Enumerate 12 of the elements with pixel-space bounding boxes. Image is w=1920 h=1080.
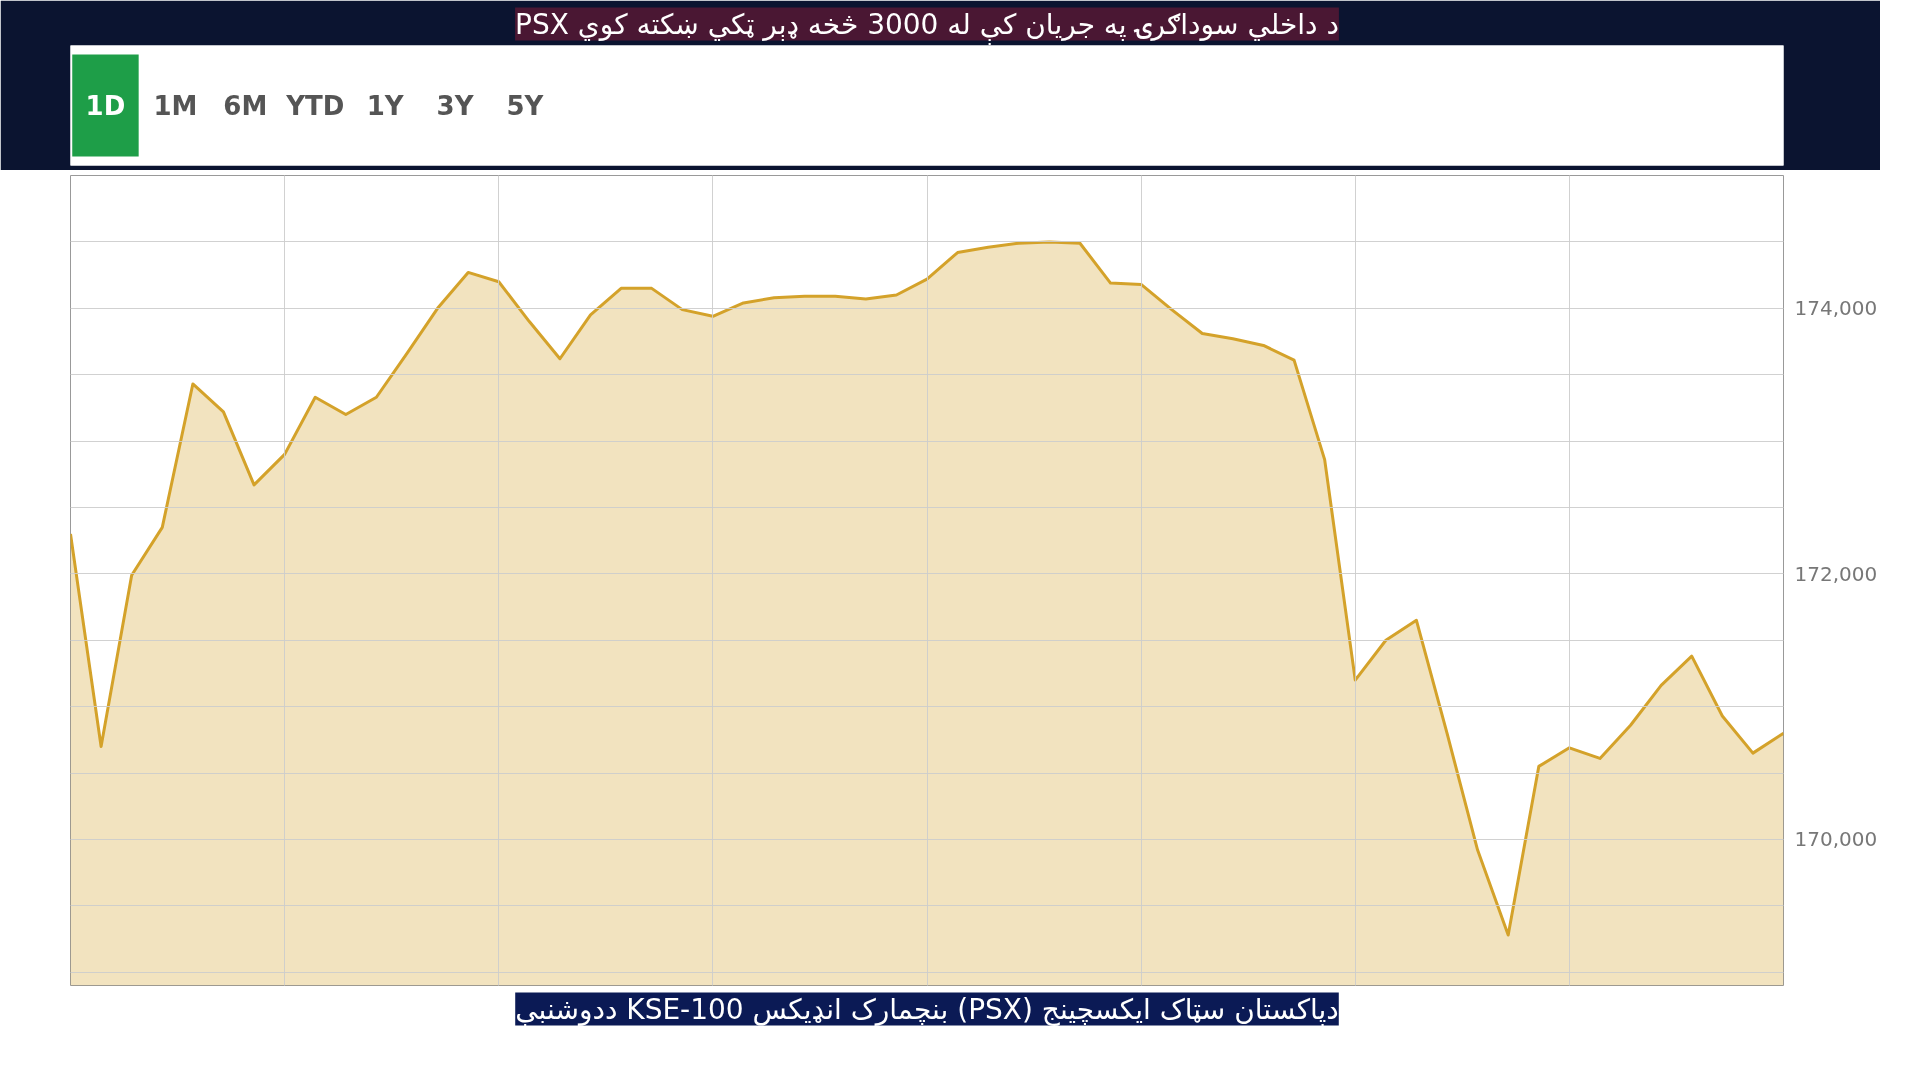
text: YTD <box>285 90 345 121</box>
text: 5Y <box>506 90 545 121</box>
text: 3Y <box>436 90 475 121</box>
chart-title: PSX د داخلي سوداګرۍ په جریان کې له 3000 څخه ډېر ټکي ښکته کوي <box>515 7 1339 45</box>
text: ددوشنبې KSE-100 بنچمارک انډیکس (PSX) دپاکستان سټاک ایکسچینج <box>515 992 1339 1030</box>
y-tick-label: 172,000 <box>1794 561 1878 586</box>
y-tick-label: 174,000 <box>1794 296 1878 321</box>
text: 1M <box>153 90 198 121</box>
text: 1D <box>85 90 126 121</box>
y-tick-label: 170,000 <box>1794 827 1878 852</box>
text: 6M <box>223 90 268 121</box>
text: 1Y <box>366 90 405 121</box>
